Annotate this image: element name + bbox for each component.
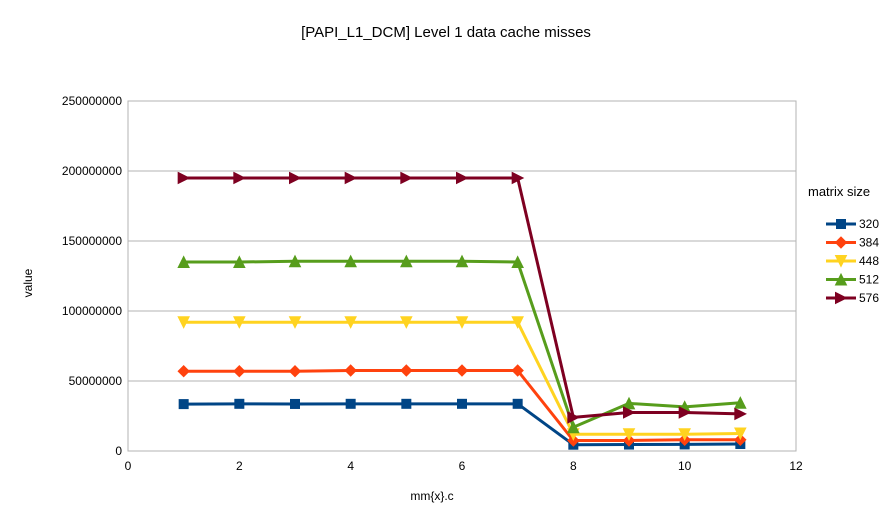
data-point — [345, 398, 356, 409]
data-point — [177, 316, 190, 329]
data-point — [678, 406, 692, 419]
legend-item: 384 — [826, 236, 879, 250]
legend-item: 576 — [826, 291, 879, 305]
data-point — [344, 254, 357, 268]
series-576 — [177, 171, 747, 424]
data-point — [734, 407, 747, 421]
data-point — [622, 396, 636, 410]
data-point — [178, 399, 189, 410]
data-point — [233, 171, 246, 185]
data-point — [400, 316, 413, 329]
axis-ticks: 0 50000000 100000000 150000000 200000000 2500… — [62, 94, 803, 473]
legend-label: 448 — [859, 254, 879, 268]
data-point — [344, 171, 358, 185]
data-point — [511, 255, 524, 268]
legend-marker — [834, 236, 848, 249]
data-point — [622, 428, 636, 441]
data-point — [457, 398, 467, 409]
legend-marker — [834, 255, 848, 268]
legend-item: 320 — [826, 217, 879, 231]
data-point — [400, 171, 413, 185]
legend-item: 512 — [826, 273, 879, 287]
legend-label: 384 — [859, 236, 879, 250]
x-axis-title: mm{x}.c — [410, 489, 453, 503]
data-point — [344, 316, 357, 329]
series-line — [183, 320, 741, 436]
legend-label: 512 — [859, 273, 879, 287]
chart-title: [PAPI_L1_DCM] Level 1 data cache misses — [301, 24, 591, 41]
grid — [128, 100, 796, 452]
series-448 — [177, 316, 747, 441]
data-point — [511, 316, 524, 329]
data-point — [734, 427, 747, 441]
data-point — [344, 364, 357, 377]
data-point — [177, 171, 191, 185]
data-point — [623, 406, 636, 419]
data-point — [288, 364, 302, 378]
data-point — [289, 171, 302, 185]
x-tick-label: 2 — [236, 459, 243, 473]
y-tick-label: 150000000 — [62, 234, 122, 248]
data-point — [567, 420, 580, 434]
data-point — [290, 398, 300, 409]
data-point — [455, 364, 469, 377]
legend-title: matrix size — [808, 184, 870, 199]
y-tick-label: 250000000 — [62, 94, 122, 108]
data-point — [734, 396, 747, 409]
legend-marker — [834, 272, 848, 286]
data-point — [511, 171, 525, 185]
legend-label: 576 — [859, 291, 879, 305]
data-point — [455, 316, 469, 329]
legend-label: 320 — [859, 217, 879, 231]
data-point — [177, 255, 190, 268]
data-point — [288, 254, 302, 268]
x-tick-label: 6 — [459, 459, 466, 473]
data-point — [456, 171, 469, 185]
data-point — [233, 316, 246, 329]
x-tick-label: 0 — [125, 459, 132, 473]
y-tick-label: 50000000 — [69, 374, 123, 388]
legend: 320 384 448 512 576 — [826, 217, 879, 305]
series-lines — [177, 171, 747, 450]
y-tick-label: 200000000 — [62, 164, 122, 178]
data-point — [512, 398, 523, 409]
data-point — [678, 428, 691, 441]
data-point — [288, 316, 302, 329]
x-tick-label: 8 — [570, 459, 577, 473]
y-axis-title: value — [21, 268, 35, 297]
legend-marker — [835, 291, 848, 305]
legend-marker — [836, 219, 846, 229]
data-point — [567, 411, 580, 424]
data-point — [177, 364, 190, 378]
series-line — [183, 402, 741, 447]
x-tick-label: 12 — [789, 459, 803, 473]
data-point — [400, 364, 413, 377]
data-point — [455, 254, 469, 268]
legend-item: 448 — [826, 254, 879, 268]
series-320 — [178, 398, 746, 450]
y-tick-label: 0 — [115, 444, 122, 458]
data-point — [233, 255, 246, 268]
data-point — [400, 254, 413, 268]
data-point — [511, 364, 524, 377]
x-tick-label: 4 — [347, 459, 354, 473]
data-point — [233, 364, 246, 378]
plot-area-border — [127, 100, 797, 452]
y-tick-label: 100000000 — [62, 304, 122, 318]
data-point — [401, 398, 412, 409]
x-tick-label: 10 — [678, 459, 692, 473]
data-point — [234, 398, 245, 409]
